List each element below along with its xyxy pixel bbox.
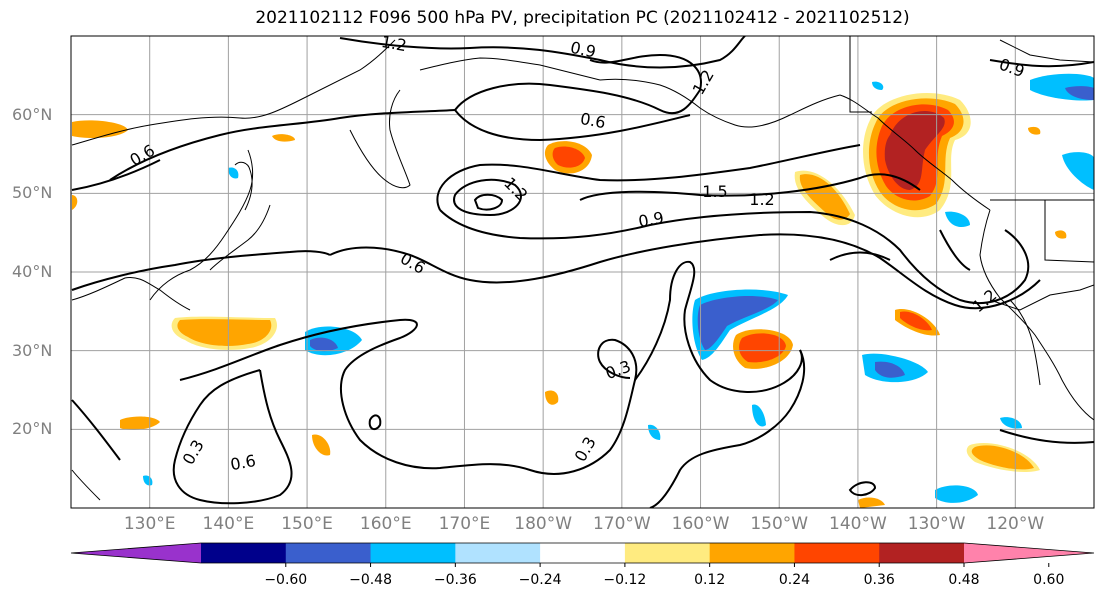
longitude-label: 150°W xyxy=(750,514,809,534)
contour-label: 0.3 xyxy=(571,433,600,465)
colorbar-tick-label: 0.36 xyxy=(863,572,895,588)
precip-positive-anomalies xyxy=(72,92,1067,508)
contour-label: 1.2 xyxy=(689,66,718,98)
colorbar-segment xyxy=(285,543,372,563)
contour-label: 1.2 xyxy=(500,173,531,204)
coastlines xyxy=(71,36,1094,501)
map-title: 2021102112 F096 500 hPa PV, precipitatio… xyxy=(255,8,910,28)
contour-label: 0.9 xyxy=(569,38,598,62)
contour-label: 0.9 xyxy=(637,208,665,231)
colorbar-tick-label: −0.60 xyxy=(264,572,308,588)
colorbar-extend-high xyxy=(964,543,1094,563)
colorbar-segment xyxy=(624,543,711,563)
longitude-label: 130°E xyxy=(123,514,176,534)
contour-label: 1.2 xyxy=(380,32,408,55)
latitude-label: 60°N xyxy=(12,104,53,124)
longitude-label: 140°W xyxy=(829,514,887,534)
longitude-label: 180°W xyxy=(514,514,573,534)
colorbar-tick-label: −0.36 xyxy=(433,572,477,588)
colorbar-segment xyxy=(709,543,795,563)
pv-contours xyxy=(71,36,1094,508)
latitude-label: 40°N xyxy=(12,262,53,281)
colorbar-segment xyxy=(879,543,965,563)
map-frame xyxy=(70,35,1095,509)
contour-label: 0.6 xyxy=(579,109,607,132)
contour-label: 0.3 xyxy=(603,357,633,384)
colorbar-tick-label: −0.48 xyxy=(349,572,392,588)
colorbar-extend-low xyxy=(71,543,201,563)
latitude-label: 20°N xyxy=(12,419,53,439)
contour-label: 1.2 xyxy=(749,190,774,209)
pv-contour-labels: 1.2 0.9 1.2 0.6 0.6 1.2 1.5 1.2 0.9 0.6 0.9 1.2 0.3 0… xyxy=(126,32,1027,474)
longitude-label: 160°W xyxy=(671,514,730,534)
longitude-label: 120°W xyxy=(986,514,1045,534)
precip-negative-anomalies xyxy=(143,73,1094,503)
colorbar-segment xyxy=(370,543,456,563)
latitude-label: 30°N xyxy=(12,340,53,360)
colorbar-outline xyxy=(70,542,1095,564)
colorbar-segment xyxy=(455,543,541,563)
contour-label: 0.6 xyxy=(229,451,257,474)
colorbar-tick-label: −0.24 xyxy=(518,572,562,588)
contour-label: 0.6 xyxy=(126,141,158,170)
longitude-label: 150°E xyxy=(281,514,333,534)
longitude-label: 170°E xyxy=(438,514,491,534)
contour-label: 1.2 xyxy=(969,285,1001,316)
colorbar-segment xyxy=(794,543,880,563)
longitude-label: 130°W xyxy=(907,514,966,534)
contour-label: 0.9 xyxy=(997,55,1027,82)
longitude-label: 160°E xyxy=(359,514,412,534)
contour-label: 0.3 xyxy=(179,436,208,468)
longitude-label: 140°E xyxy=(202,514,255,534)
colorbar-tick-label: −0.12 xyxy=(603,572,647,588)
colorbar-segment xyxy=(540,543,626,563)
latitude-label: 50°N xyxy=(12,183,53,203)
colorbar xyxy=(70,542,1095,567)
colorbar-tick-label: 0.60 xyxy=(1033,572,1065,588)
contour-label: 1.5 xyxy=(702,182,727,201)
colorbar-tick-label: 0.24 xyxy=(778,572,811,588)
map-gridlines xyxy=(71,36,1094,508)
longitude-label: 170°W xyxy=(592,514,651,534)
colorbar-segment xyxy=(201,543,287,563)
colorbar-tick-label: 0.48 xyxy=(948,572,980,588)
colorbar-tick-label: 0.12 xyxy=(694,572,726,588)
